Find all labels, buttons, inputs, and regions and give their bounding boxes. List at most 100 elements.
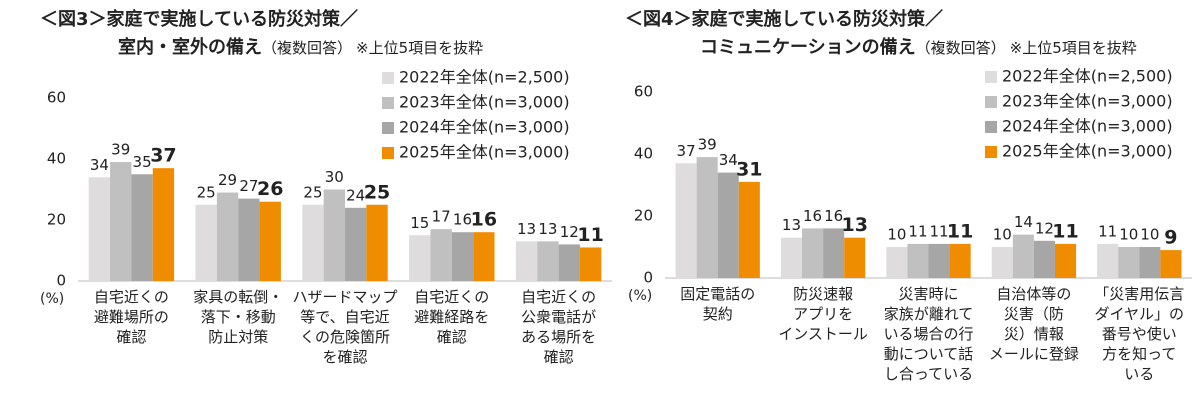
bar: [515, 241, 538, 281]
legend-label: 2025年全体(n=3,000): [399, 143, 570, 162]
bar: [675, 163, 697, 278]
value-label: 27: [239, 177, 258, 195]
x-tick-label: 家具の転倒・ 落下・移動 防止対策: [193, 288, 284, 346]
chart-subtitle-line: 室内・室外の備え（複数回答） ※上位5項目を抜粋: [118, 36, 483, 58]
bar: [844, 237, 866, 278]
x-tick-label: 「災害用伝言 ダイヤル」の 番号や使い 方を知って いる: [1094, 285, 1185, 383]
bar: [802, 228, 824, 278]
value-label: 16: [803, 207, 822, 225]
y-tick-label: 40: [47, 150, 66, 168]
value-label: 15: [410, 214, 429, 232]
chart-title: ＜図4＞家庭で実施している防災対策／: [625, 8, 943, 30]
legend-swatch: [985, 96, 997, 108]
y-unit: (%): [628, 288, 652, 304]
bar: [738, 181, 760, 278]
bar: [823, 228, 845, 278]
bar: [717, 172, 739, 278]
bar: [949, 243, 971, 278]
chart-title: ＜図3＞家庭で実施している防災対策／: [40, 8, 358, 30]
bar: [238, 198, 260, 281]
legend-swatch: [382, 97, 394, 109]
value-label: 11: [908, 222, 927, 240]
value-label: 16: [471, 209, 497, 231]
bar: [473, 232, 495, 281]
legend-swatch: [985, 146, 997, 158]
value-label: 39: [698, 136, 717, 154]
value-label: 26: [257, 178, 283, 200]
chart-title-line2: 室内・室外の備え: [118, 36, 262, 58]
value-label: 12: [560, 223, 579, 241]
value-label: 13: [538, 220, 557, 238]
legend-label: 2022年全体(n=2,500): [399, 68, 570, 87]
value-label: 17: [432, 208, 451, 226]
x-tick-label: 災害時に 家族が離れて いる場合の行 動について話 し合っている: [883, 285, 974, 383]
chart-subtitle: （複数回答）: [916, 39, 1006, 57]
y-unit: (%): [40, 291, 64, 307]
value-label: 11: [947, 220, 973, 242]
x-tick-label: 自宅近くの 避難場所の 確認: [93, 288, 169, 346]
y-tick-label: 0: [643, 269, 653, 287]
value-label: 34: [90, 156, 109, 174]
legend-swatch: [382, 72, 394, 84]
legend-swatch: [985, 71, 997, 83]
chart-note: ※上位5項目を抜粋: [356, 39, 483, 57]
x-tick-label: 固定電話の 契約: [680, 285, 756, 323]
bar: [1012, 234, 1034, 278]
bar: [451, 232, 474, 281]
value-label: 10: [993, 226, 1012, 244]
bar: [259, 201, 281, 281]
value-label: 11: [1052, 220, 1078, 242]
value-label: 10: [1119, 226, 1138, 244]
value-label: 35: [133, 153, 152, 171]
value-label: 12: [1035, 219, 1054, 237]
x-tick-label: 自宅近くの 公衆電話が ある場所を 確認: [521, 288, 597, 366]
value-label: 10: [1140, 226, 1159, 244]
value-label: 11: [577, 224, 603, 246]
value-label: 13: [782, 216, 801, 234]
value-label: 14: [1014, 213, 1033, 231]
bar: [1054, 243, 1077, 278]
y-tick-label: 60: [634, 83, 653, 101]
value-label: 13: [517, 220, 536, 238]
legend-label: 2024年全体(n=3,000): [399, 118, 570, 137]
y-tick-label: 20: [47, 211, 66, 229]
value-label: 34: [719, 151, 738, 169]
value-label: 37: [677, 142, 696, 160]
y-tick-label: 60: [47, 89, 66, 107]
value-label: 11: [1098, 222, 1117, 240]
bar: [409, 235, 431, 281]
bar: [696, 157, 718, 278]
bar: [152, 168, 175, 281]
value-label: 39: [111, 141, 130, 159]
bar: [1139, 247, 1161, 278]
x-tick-label: ハザードマップ 等で、自宅近 くの危険箇所 を確認: [292, 288, 398, 366]
chart-subtitle-line: コミュニケーションの備え（複数回答） ※上位5項目を抜粋: [700, 36, 1137, 58]
value-label: 30: [325, 168, 344, 186]
bar: [323, 189, 345, 281]
legend-label: 2025年全体(n=3,000): [1002, 142, 1173, 161]
value-label: 16: [453, 211, 472, 229]
value-label: 16: [824, 207, 843, 225]
bar: [558, 244, 580, 281]
value-label: 25: [364, 181, 390, 203]
value-label: 24: [346, 186, 365, 204]
legend-label: 2022年全体(n=2,500): [1002, 67, 1173, 86]
value-label: 37: [150, 145, 176, 167]
bar: [216, 192, 239, 281]
legend-label: 2024年全体(n=3,000): [1002, 117, 1173, 136]
legend-swatch: [382, 122, 394, 134]
bar: [907, 243, 929, 278]
bar: [1033, 240, 1055, 278]
legend-swatch: [382, 147, 394, 159]
x-tick-label: 自治体等の 災害（防 災）情報 メールに登録: [988, 285, 1079, 363]
bar: [537, 241, 559, 281]
bar: [928, 243, 950, 278]
chart-subtitle: （複数回答）: [262, 39, 352, 57]
bar: [886, 247, 908, 278]
y-tick-label: 0: [56, 272, 66, 290]
bar: [430, 229, 452, 281]
legend-swatch: [985, 121, 997, 133]
bar: [88, 177, 111, 281]
x-tick-label: 自宅近くの 避難経路を 確認: [414, 288, 490, 346]
